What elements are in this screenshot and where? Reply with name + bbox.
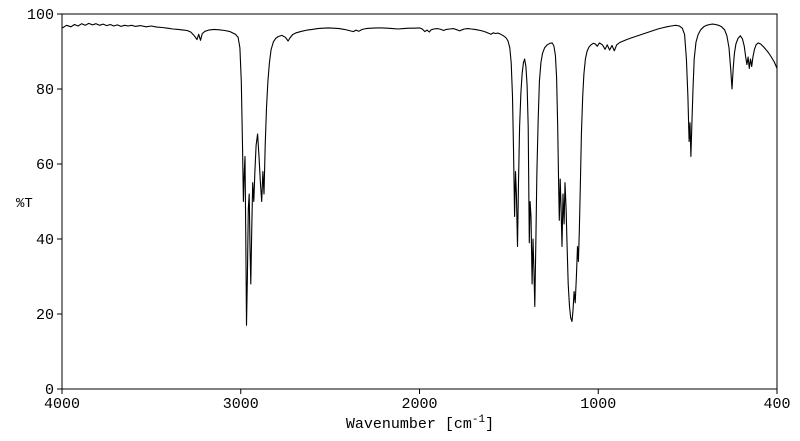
y-tick-label: 0 <box>45 382 54 399</box>
y-tick-label: 20 <box>36 307 54 324</box>
y-axis-label: %T <box>16 196 33 212</box>
x-tick-label: 1000 <box>580 396 616 413</box>
spectrum-line <box>61 22 778 326</box>
y-tick-label: 40 <box>36 232 54 249</box>
x-tick-label: 4000 <box>44 396 80 413</box>
x-axis-tick-labels: 4000 3000 2000 1000 400 <box>44 396 791 413</box>
y-axis-ticks <box>57 13 62 390</box>
y-tick-label: 60 <box>36 157 54 174</box>
x-axis-ticks <box>61 389 778 394</box>
y-tick-label: 80 <box>36 82 54 99</box>
x-tick-label: 400 <box>763 396 790 413</box>
y-axis-tick-labels: 0 20 40 60 80 100 <box>27 7 54 399</box>
plot-border <box>61 13 778 390</box>
x-tick-label: 2000 <box>401 396 437 413</box>
x-tick-label: 3000 <box>223 396 259 413</box>
x-axis-label: Wavenumber [cm-1] <box>346 414 494 433</box>
y-tick-label: 100 <box>27 7 54 24</box>
